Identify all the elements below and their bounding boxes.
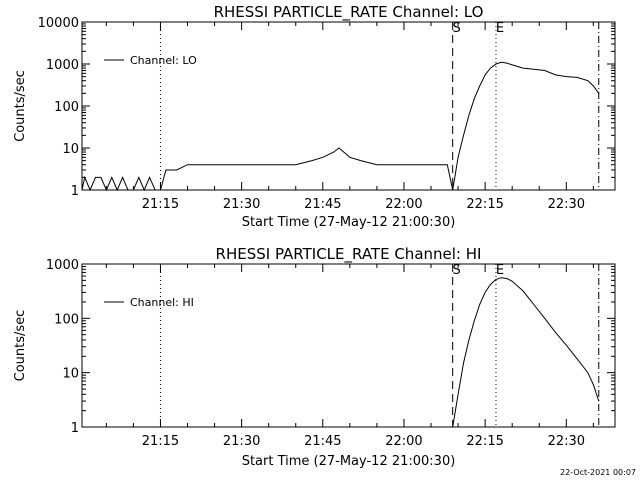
x-tick-label: 21:45 — [304, 434, 341, 449]
x-axis-label: Start Time (27-May-12 21:00:30) — [242, 454, 456, 469]
y-tick-label: 100 — [54, 100, 79, 115]
panel-1: RHESSI PARTICLE_RATE Channel: LO 1 10 100 10… — [13, 3, 616, 230]
x-tick-label: 22:15 — [466, 197, 503, 212]
y-tick-label: 100 — [54, 312, 79, 327]
x-tick-label: 22:30 — [548, 434, 585, 449]
y-tick-label: 1000 — [46, 258, 79, 273]
x-axis-label: Start Time (27-May-12 21:00:30) — [242, 215, 456, 230]
y-tick-label: 10 — [62, 367, 79, 382]
plot-frame — [81, 21, 616, 191]
y-axis-label: Counts/sec — [13, 70, 28, 142]
generation-timestamp: 22-Oct-2021 00:07 — [560, 468, 636, 477]
y-tick-label: 10 — [62, 142, 79, 157]
event-marker-label: S — [453, 263, 461, 278]
x-tick-label: 22:15 — [466, 434, 503, 449]
chart-title: RHESSI PARTICLE_RATE Channel: HI — [216, 245, 482, 264]
x-tick-label: 21:15 — [142, 197, 179, 212]
x-tick-label: 21:30 — [223, 434, 260, 449]
y-tick-label: 1000 — [46, 58, 79, 73]
y-tick-label: 1 — [71, 421, 79, 436]
legend-entry: Channel: HI — [130, 296, 194, 309]
y-tick-label: 1 — [71, 184, 79, 199]
x-tick-label: 21:45 — [304, 197, 341, 212]
event-marker-label: S — [453, 21, 461, 36]
chart-title: RHESSI PARTICLE_RATE Channel: LO — [214, 3, 484, 22]
event-marker-label: E — [496, 21, 504, 36]
y-axis-label: Counts/sec — [13, 310, 28, 382]
x-tick-label: 21:30 — [223, 197, 260, 212]
y-tick-label: 10000 — [38, 16, 79, 31]
series-line — [452, 277, 600, 428]
x-tick-label: 22:30 — [548, 197, 585, 212]
legend-entry: Channel: LO — [130, 54, 197, 67]
x-tick-label: 22:00 — [385, 197, 422, 212]
series-line — [81, 61, 600, 192]
plot-frame — [81, 263, 616, 428]
panel-2: RHESSI PARTICLE_RATE Channel: HI 1 10 100 10… — [13, 245, 616, 469]
event-marker-label: E — [496, 263, 504, 278]
x-tick-label: 22:00 — [385, 434, 422, 449]
x-tick-label: 21:15 — [142, 434, 179, 449]
